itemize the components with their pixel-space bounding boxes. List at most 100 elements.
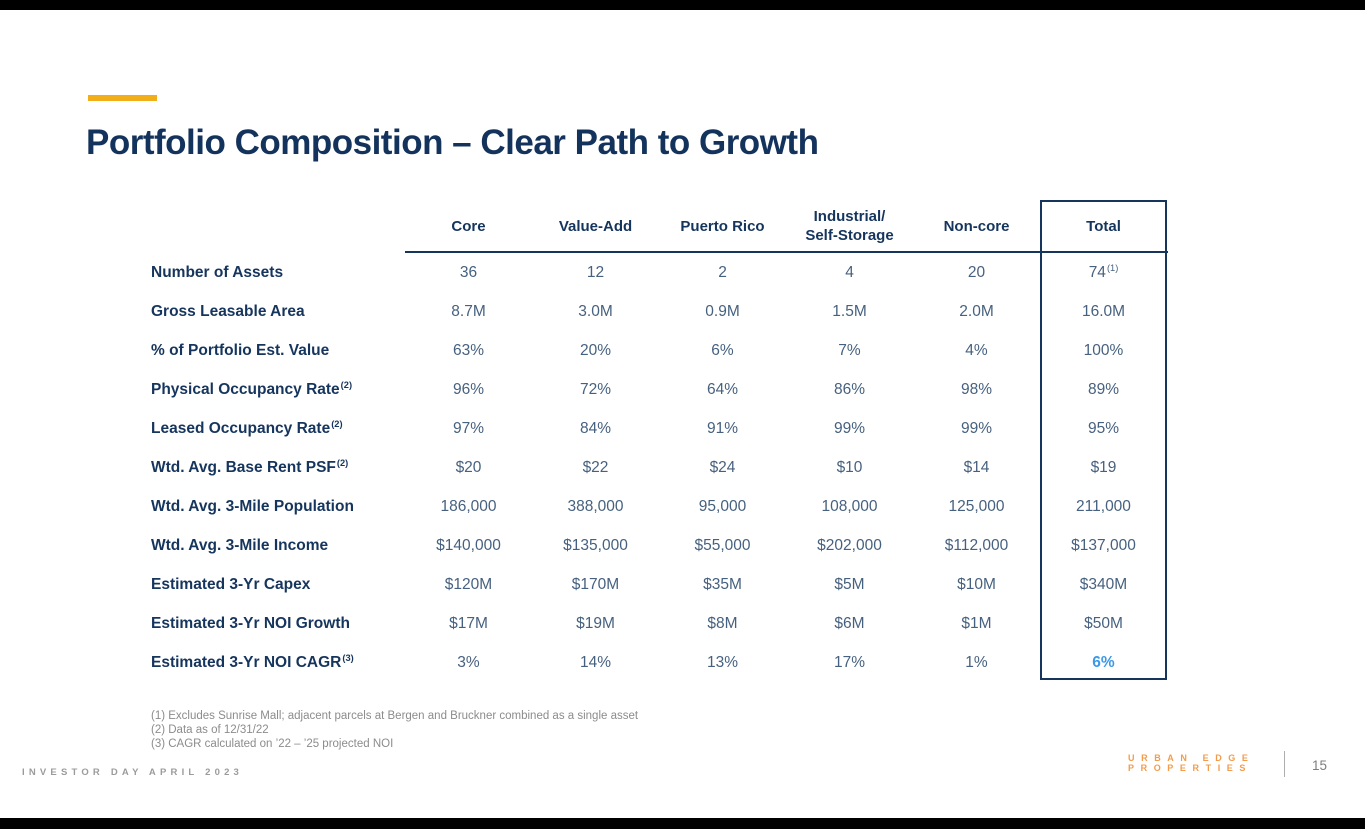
cell-value: $17M: [449, 614, 488, 632]
cell-value: 2.0M: [959, 302, 994, 320]
cell-value: 3%: [457, 653, 480, 671]
cell-value: $1M: [961, 614, 992, 632]
cell-total: 16.0M: [1081, 302, 1126, 320]
portfolio-composition-table: Core Value-Add Puerto Rico Industrial/ Self…: [151, 201, 1167, 682]
cell-value: 84%: [579, 419, 612, 437]
cell-value: $120M: [444, 575, 493, 593]
cell-value: 3.0M: [578, 302, 613, 320]
cell-total: $19: [1090, 458, 1117, 476]
cell-value: 1%: [965, 653, 988, 671]
cell-value: $6M: [834, 614, 865, 632]
cell-value: $20: [455, 458, 482, 476]
corner-cell: [151, 201, 405, 253]
cell-total: 6%: [1092, 653, 1115, 671]
cell-value: 99%: [833, 419, 866, 437]
column-header: Value-Add: [558, 217, 633, 235]
cell-value: $14: [963, 458, 990, 476]
cell-value: $135,000: [563, 536, 628, 554]
cell-total: 211,000: [1076, 497, 1131, 515]
footnote-line: (2) Data as of 12/31/22: [151, 723, 269, 736]
cell-total: 74 (1): [1088, 263, 1119, 281]
cell-value: 36: [459, 263, 478, 281]
urban-edge-properties-logo: URBAN EDGE PROPERTIES: [1128, 753, 1270, 773]
cell-value: 86%: [833, 380, 866, 398]
cell-value: $112,000: [944, 536, 1009, 554]
cell-value: 14%: [579, 653, 612, 671]
cell-value: $5M: [834, 575, 865, 593]
cell-value: 13%: [706, 653, 739, 671]
cell-value: 20%: [579, 341, 612, 359]
cell-value: 4%: [965, 341, 988, 359]
cell-value: 96%: [452, 380, 485, 398]
row-label: Wtd. Avg. 3-Mile Income: [151, 536, 329, 554]
table-header-rule: [405, 251, 1168, 253]
row-label: % of Portfolio Est. Value: [151, 341, 330, 359]
row-label: Leased Occupancy Rate (2): [151, 419, 343, 437]
letterbox-top: [0, 0, 1365, 10]
cell-total: $50M: [1084, 614, 1123, 632]
cell-value: $22: [582, 458, 609, 476]
letterbox-bottom: [0, 818, 1365, 829]
row-label: Estimated 3-Yr NOI CAGR (3): [151, 653, 354, 671]
cell-value: 17%: [833, 653, 866, 671]
cell-total: 95%: [1087, 419, 1120, 437]
cell-value: 63%: [452, 341, 485, 359]
cell-total: 100%: [1083, 341, 1124, 359]
cell-value: 95,000: [698, 497, 747, 515]
footnotes: (1) Excludes Sunrise Mall; adjacent parc…: [151, 710, 638, 751]
page-title: Portfolio Composition – Clear Path to Gr…: [86, 123, 819, 162]
column-header: Puerto Rico: [680, 217, 765, 235]
cell-value: 108,000: [821, 497, 878, 515]
cell-value: $19M: [576, 614, 615, 632]
cell-value: $55,000: [694, 536, 751, 554]
footer-divider: [1284, 751, 1285, 777]
cell-value: 1.5M: [832, 302, 867, 320]
row-label: Physical Occupancy Rate (2): [151, 380, 353, 398]
cell-value: 99%: [960, 419, 993, 437]
cell-value: 8.7M: [451, 302, 486, 320]
row-label: Number of Assets: [151, 263, 284, 281]
total-column-outline: [1040, 200, 1167, 680]
cell-value: $170M: [571, 575, 620, 593]
row-label: Wtd. Avg. Base Rent PSF (2): [151, 458, 349, 476]
cell-total: $340M: [1079, 575, 1128, 593]
cell-value: 125,000: [948, 497, 1005, 515]
cell-value: 98%: [960, 380, 993, 398]
cell-value: $24: [709, 458, 736, 476]
logo-line-2: PROPERTIES: [1128, 763, 1253, 773]
cell-value: $8M: [707, 614, 738, 632]
row-label: Wtd. Avg. 3-Mile Population: [151, 497, 354, 515]
cell-value: 186,000: [440, 497, 497, 515]
cell-value: 64%: [706, 380, 739, 398]
cell-value: 72%: [579, 380, 612, 398]
column-header: Core: [451, 217, 486, 235]
column-header: Non-core: [943, 217, 1010, 235]
cell-value: $10M: [957, 575, 996, 593]
cell-value: $202,000: [817, 536, 882, 554]
cell-value: $10: [836, 458, 863, 476]
cell-value: $140,000: [436, 536, 501, 554]
row-label: Estimated 3-Yr Capex: [151, 575, 311, 593]
cell-value: 0.9M: [705, 302, 740, 320]
cell-value: 7%: [838, 341, 861, 359]
logo-line-1: URBAN EDGE: [1128, 753, 1255, 763]
row-label: Estimated 3-Yr NOI Growth: [151, 614, 350, 632]
footnote-line: (3) CAGR calculated on ’22 – ’25 project…: [151, 737, 394, 750]
column-header: Industrial/ Self-Storage: [805, 208, 894, 244]
page-number: 15: [1312, 758, 1328, 773]
accent-bar: [88, 95, 157, 101]
cell-value: 4: [845, 263, 854, 281]
footnote-line: (1) Excludes Sunrise Mall; adjacent parc…: [151, 710, 639, 722]
cell-value: $35M: [703, 575, 742, 593]
cell-value: 91%: [706, 419, 739, 437]
cell-total: $137,000: [1071, 536, 1136, 554]
footer-event-label: INVESTOR DAY APRIL 2023: [22, 767, 244, 778]
cell-value: 20: [967, 263, 986, 281]
cell-value: 97%: [452, 419, 485, 437]
cell-value: 388,000: [567, 497, 624, 515]
row-label: Gross Leasable Area: [151, 302, 305, 320]
cell-value: 2: [718, 263, 727, 281]
cell-value: 6%: [711, 341, 734, 359]
column-header: Total: [1086, 217, 1121, 235]
